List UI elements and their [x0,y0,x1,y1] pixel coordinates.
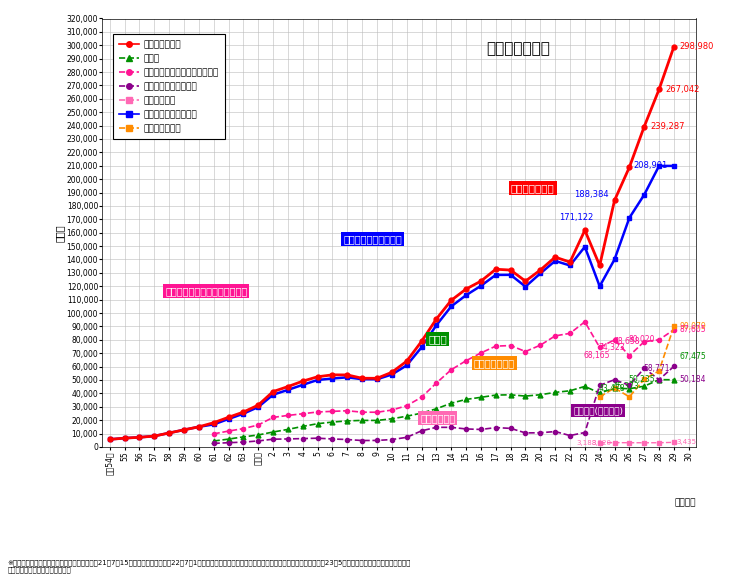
Text: 267,042: 267,042 [665,85,699,94]
Text: 高等教育機関在籍者数: 高等教育機関在籍者数 [343,234,402,244]
Text: 171,122: 171,122 [559,213,593,222]
Text: 58,771: 58,771 [643,364,669,373]
Text: 45,373: 45,373 [613,382,639,391]
Text: 68,165: 68,165 [583,351,610,360]
Text: 3,220: 3,220 [591,439,612,446]
Text: 188,384: 188,384 [574,190,609,199]
Text: （年度）: （年度） [675,498,696,507]
Text: 日本語教育機関: 日本語教育機関 [474,358,515,369]
Legend: 外国人留学生数, 大学院, 学部・短期大学・高等専門学校, 専修学校（専門課程）, 準備教育課程, 高等教育機関在籍者数, 日本語教育機関: 外国人留学生数, 大学院, 学部・短期大学・高等専門学校, 専修学校（専門課程）… [112,34,225,139]
Text: 学部・短期大学・高等専門学校: 学部・短期大学・高等専門学校 [165,286,247,297]
Text: 74,323: 74,323 [599,343,625,352]
Text: 67,475: 67,475 [680,352,707,361]
Text: 専修学校(専門課程): 専修学校(専門課程) [573,406,623,415]
Text: 208,901: 208,901 [634,161,668,170]
Text: 87,605: 87,605 [680,325,707,334]
Text: 90,079: 90,079 [680,322,707,331]
Text: 大学院: 大学院 [429,334,447,344]
Text: 外国人留学生数: 外国人留学生数 [486,41,550,56]
Text: 50,184: 50,184 [680,375,707,384]
Text: 80,020: 80,020 [628,335,655,344]
Text: 239,287: 239,287 [650,122,685,131]
Text: 準備教育機関: 準備教育機関 [420,413,456,423]
Y-axis label: （人）: （人） [55,224,65,241]
Text: 298,980: 298,980 [680,42,714,51]
Text: 50,235: 50,235 [628,375,655,384]
Text: 78,658: 78,658 [613,337,639,346]
Text: 3,435: 3,435 [677,439,697,445]
Text: ※「出入国管理及び難民認定法」の改正（平成21年7月15日公布）により、平成22年7月1日付けで在留資格「留学」「就学」が一本化されたことから、平成23年5月以: ※「出入国管理及び難民認定法」の改正（平成21年7月15日公布）により、平成22… [7,559,411,573]
Text: 3,188: 3,188 [577,439,596,446]
Text: 外国人留学生数: 外国人留学生数 [511,183,555,193]
Text: 43,478: 43,478 [599,384,625,393]
